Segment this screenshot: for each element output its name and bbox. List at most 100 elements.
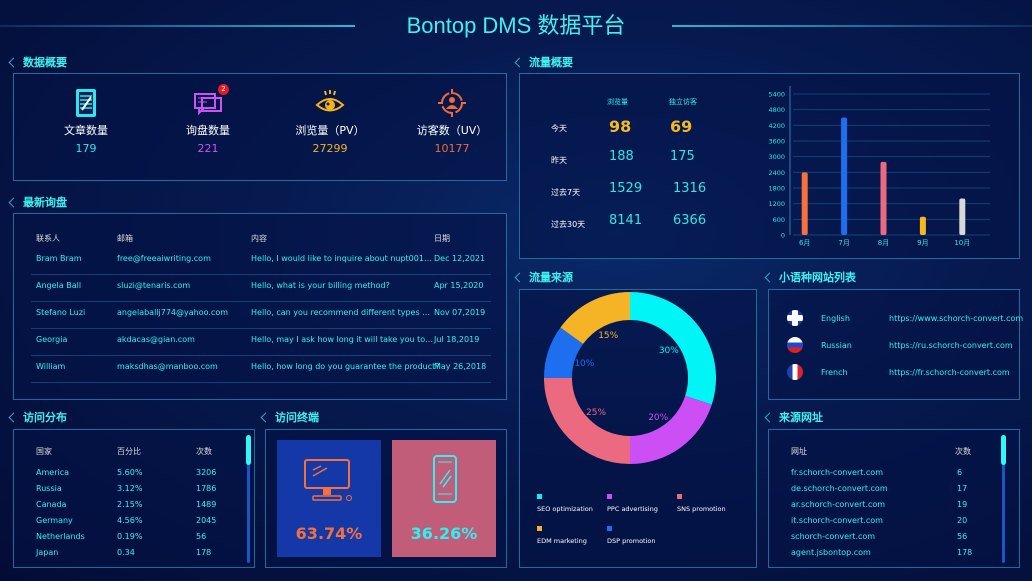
scrollbar-thumb[interactable] [1001,435,1006,465]
table-cell: 4.56% [117,516,143,525]
scrollbar-thumb[interactable] [246,435,251,465]
table-row[interactable]: fr.schorch-convert.com 6 [769,468,994,482]
table-cell[interactable]: schorch-convert.com [791,532,876,541]
donut-slice [560,292,630,344]
row-divider [31,382,491,383]
language-row[interactable]: Russian https://ru.schorch-convert.com [769,337,1019,355]
language-sites-list: English https://www.schorch-convert.com Ru… [768,289,1023,400]
table-row[interactable]: Stefano Luzi angelaballj774@yahoo.com Hell… [14,308,506,328]
table-row[interactable]: Angela Ball sluzi@tenaris.com Hello, what … [14,281,506,301]
traffic-table: 浏览量 独立访客 今天 98 69 昨天 188 175 过去7天 1529 1316 过去30天 81… [519,73,769,259]
y-tick-label: 3000 [768,153,785,161]
table-row: Germany 4.56% 2045 [14,516,239,530]
pv-value: 8141 [609,213,643,228]
section-header-source-urls: 来源网址 [764,409,823,425]
table-row: Russia 3.12% 1786 [14,484,239,498]
stat-chat-bubbles: 2 询盘数量 221 [148,74,268,155]
table-cell: Japan [36,548,59,557]
table-row[interactable]: schorch-convert.com 56 [769,532,994,546]
y-tick-label: 4200 [768,122,785,130]
x-tick-label: 10月 [954,239,970,247]
language-url[interactable]: https://ru.schorch-convert.com [889,341,1013,350]
table-cell[interactable]: agent.jsbontop.com [791,548,871,557]
table-cell[interactable]: sluzi@tenaris.com [117,281,191,290]
table-cell[interactable]: ar.schorch-convert.com [791,500,886,509]
visitor-target-icon [437,88,467,118]
table-row: America 5.60% 3206 [14,468,239,482]
table-cell[interactable]: angelaballj774@yahoo.com [117,308,228,317]
column-header: 次数 [196,447,212,456]
column-header: 百分比 [117,447,141,456]
table-cell: 56 [196,532,207,541]
bar-7月 [841,117,848,235]
bar-6月 [801,172,808,235]
table-cell: 17 [957,484,968,493]
table-row[interactable]: agent.jsbontop.com 178 [769,548,994,562]
table-cell[interactable]: William [36,362,66,371]
section-header-overview: 数据概要 [8,54,67,70]
scrollbar[interactable] [1001,435,1006,563]
language-url[interactable]: https://fr.schorch-convert.com [889,368,1010,377]
table-cell[interactable]: Angela Ball [36,281,82,290]
language-row[interactable]: English https://www.schorch-convert.com [769,310,1023,328]
y-tick-label: 1200 [768,200,785,208]
table-cell: Hello, how long do you guarantee the pro… [251,362,440,371]
table-row[interactable]: William maksdhas@manboo.com Hello, how lon… [14,362,506,382]
row-label: 昨天 [551,156,567,165]
table-cell: May 26,2018 [434,362,487,371]
x-tick-label: 8月 [878,239,889,247]
table-cell: 178 [957,548,973,557]
table-cell: Netherlands [36,532,85,541]
table-row[interactable]: Georgia akdacas@gian.com Hello, may I ask … [14,335,506,355]
table-cell[interactable]: fr.schorch-convert.com [791,468,883,477]
legend-item[interactable]: PPC advertising [607,494,658,513]
table-cell[interactable]: it.schorch-convert.com [791,516,883,525]
table-cell: 3206 [196,468,217,477]
table-row[interactable]: ar.schorch-convert.com 19 [769,500,994,514]
table-cell: Hello, what is your billing method? [251,281,390,290]
section-title: 访问终端 [275,411,319,424]
section-header-traffic-sources: 流量来源 [514,269,573,285]
language-row[interactable]: French https://fr.schorch-convert.com [769,364,1019,382]
source-urls-table: 网址 次数 fr.schorch-convert.com 6 de.schorch-co… [768,429,1020,568]
section-title: 来源网址 [779,411,823,424]
section-title: 数据概要 [23,56,67,69]
table-row[interactable]: it.schorch-convert.com 20 [769,516,994,530]
column-header: 网址 [791,447,807,456]
row-divider [31,274,491,275]
table-cell: Hello, I would like to inquire about nup… [251,254,432,263]
row-label: 过去7天 [551,188,581,197]
inquiries-table: 联系人 邮箱 内容 日期 Bram Bram free@freeaiwriting.com… [13,213,507,400]
table-cell[interactable]: Bram Bram [36,254,82,263]
x-tick-label: 7月 [838,239,849,247]
stat-label: 浏览量（PV） [295,124,365,137]
legend-swatch [677,494,682,499]
column-header: 独立访客 [669,98,697,106]
legend-item[interactable]: DSP promotion [607,526,656,545]
mobile-percentage: 36.26% [410,524,478,543]
legend-item[interactable]: SEO optimization [537,494,593,513]
table-cell: 0.19% [117,532,143,541]
table-cell[interactable]: akdacas@gian.com [117,335,195,344]
table-cell[interactable]: Stefano Luzi [36,308,86,317]
slice-label: 15% [598,331,618,341]
table-row[interactable]: Bram Bram free@freeaiwriting.com Hello, I … [14,254,506,274]
section-header-terminals: 访问终端 [260,409,319,425]
y-tick-label: 2400 [768,169,785,177]
column-header: 浏览量 [607,98,628,106]
bar-9月 [919,216,926,235]
table-row[interactable]: de.schorch-convert.com 17 [769,484,994,498]
language-url[interactable]: https://www.schorch-convert.com [889,314,1024,323]
scrollbar[interactable] [246,435,251,563]
stat-value: 10177 [434,142,470,155]
legend-item[interactable]: SNS promotion [677,494,726,513]
table-cell[interactable]: de.schorch-convert.com [791,484,888,493]
table-cell[interactable]: maksdhas@manboo.com [117,362,218,371]
pv-value: 1529 [609,181,643,196]
table-cell[interactable]: free@freeaiwriting.com [117,254,211,263]
language-name: French [821,368,848,377]
column-header: 国家 [36,447,52,456]
legend-item[interactable]: EDM marketing [537,526,587,545]
table-cell[interactable]: Georgia [36,335,68,344]
table-row: Japan 0.34 178 [14,548,239,562]
